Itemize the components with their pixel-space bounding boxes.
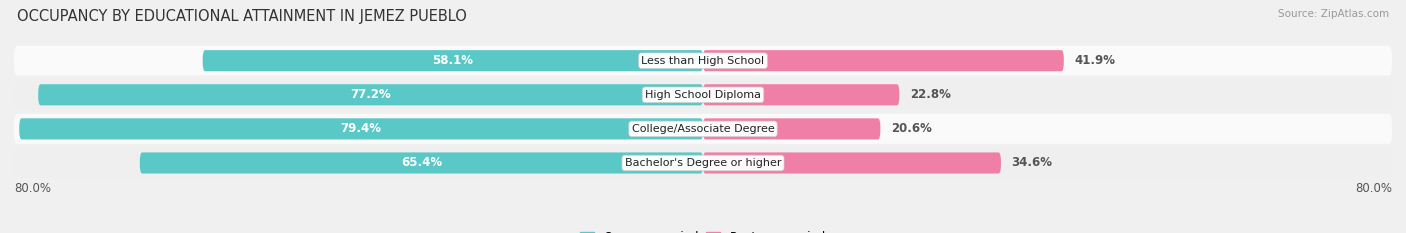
FancyBboxPatch shape [20,118,703,140]
Text: OCCUPANCY BY EDUCATIONAL ATTAINMENT IN JEMEZ PUEBLO: OCCUPANCY BY EDUCATIONAL ATTAINMENT IN J… [17,9,467,24]
FancyBboxPatch shape [38,84,703,105]
Text: 77.2%: 77.2% [350,88,391,101]
FancyBboxPatch shape [14,148,1392,178]
Text: Bachelor's Degree or higher: Bachelor's Degree or higher [624,158,782,168]
FancyBboxPatch shape [14,80,1392,110]
Text: 58.1%: 58.1% [432,54,474,67]
Text: 34.6%: 34.6% [1011,157,1052,169]
Text: 80.0%: 80.0% [14,182,51,195]
Text: College/Associate Degree: College/Associate Degree [631,124,775,134]
Text: 41.9%: 41.9% [1074,54,1115,67]
Text: 79.4%: 79.4% [340,122,381,135]
Text: 20.6%: 20.6% [891,122,932,135]
Text: Less than High School: Less than High School [641,56,765,66]
FancyBboxPatch shape [703,152,1001,174]
FancyBboxPatch shape [202,50,703,71]
FancyBboxPatch shape [14,46,1392,76]
Text: 22.8%: 22.8% [910,88,950,101]
FancyBboxPatch shape [14,114,1392,144]
Legend: Owner-occupied, Renter-occupied: Owner-occupied, Renter-occupied [575,226,831,233]
Text: Source: ZipAtlas.com: Source: ZipAtlas.com [1278,9,1389,19]
Text: 65.4%: 65.4% [401,157,441,169]
Text: High School Diploma: High School Diploma [645,90,761,100]
FancyBboxPatch shape [703,84,900,105]
FancyBboxPatch shape [703,118,880,140]
FancyBboxPatch shape [139,152,703,174]
Text: 80.0%: 80.0% [1355,182,1392,195]
FancyBboxPatch shape [703,50,1064,71]
